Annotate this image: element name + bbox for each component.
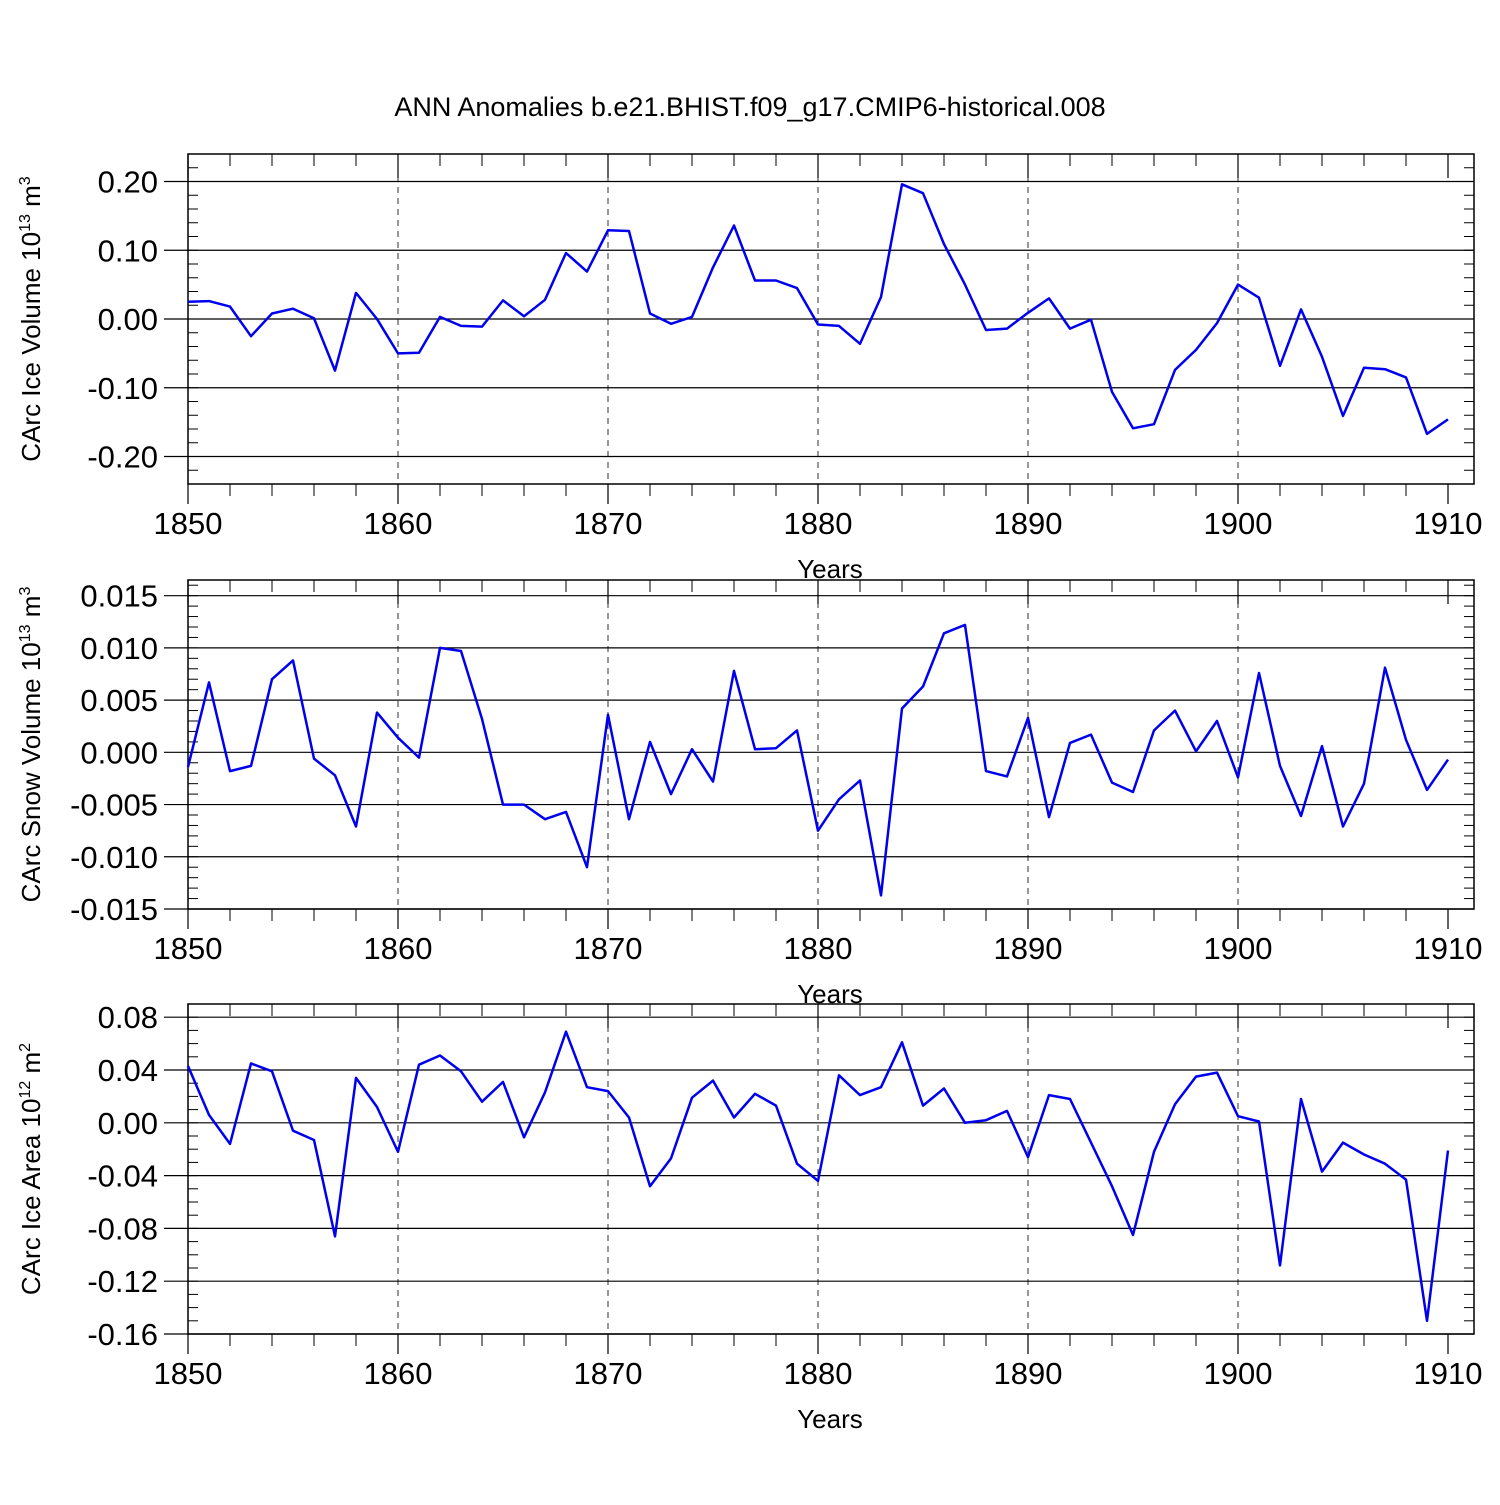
- y-tick-label: 0.010: [80, 631, 158, 666]
- y-tick-label: 0.00: [98, 302, 158, 337]
- series-line: [187, 183, 1449, 436]
- x-tick-label: 1870: [574, 506, 643, 541]
- x-tick-label: 1900: [1204, 931, 1273, 966]
- x-axis-label: Years: [797, 1404, 863, 1434]
- y-tick-label: 0.000: [80, 735, 158, 770]
- x-tick-label: 1880: [784, 506, 853, 541]
- series-line: [186, 1030, 1450, 1323]
- panels: -0.20 -0.10 0.00 0.10 0.20 1850 1860 1870 1880 18…: [16, 153, 1483, 1434]
- y-tick-label: 0.015: [80, 579, 158, 614]
- chart-title: ANN Anomalies b.e21.BHIST.f09_g17.CMIP6-…: [394, 92, 1105, 122]
- x-tick-label: 1860: [364, 1356, 433, 1391]
- y-axis-label: CArc Ice Volume 1013 m3: [16, 176, 46, 461]
- y-tick-label: -0.20: [87, 440, 158, 475]
- x-tick-label: 1890: [994, 931, 1063, 966]
- x-tick-label: 1890: [994, 1356, 1063, 1391]
- panel-2: -0.015 -0.010 -0.005 0.000 0.005 0.010 0.015 18…: [16, 579, 1482, 1009]
- x-tick-label: 1850: [154, 1356, 223, 1391]
- x-tick-label: 1910: [1414, 1356, 1483, 1391]
- x-tick-label: 1900: [1204, 1356, 1273, 1391]
- x-tick-label: 1870: [574, 1356, 643, 1391]
- y-tick-label: -0.10: [87, 371, 158, 406]
- y-axis-label: CArc Snow Volume 1013 m3: [16, 587, 46, 903]
- x-tick-label: 1850: [154, 506, 223, 541]
- x-tick-label: 1910: [1414, 506, 1483, 541]
- y-tick-label: 0.20: [98, 165, 158, 200]
- panel-1: -0.20 -0.10 0.00 0.10 0.20 1850 1860 1870 1880 18…: [16, 153, 1483, 584]
- y-tick-label: -0.005: [70, 788, 158, 823]
- y-tick-label: 0.04: [98, 1053, 158, 1088]
- y-tick-label: -0.04: [87, 1159, 158, 1194]
- y-tick-label: -0.12: [87, 1264, 158, 1299]
- x-tick-label: 1910: [1414, 931, 1483, 966]
- y-tick-label: 0.08: [98, 1000, 158, 1035]
- y-tick-label: -0.010: [70, 840, 158, 875]
- x-tick-label: 1890: [994, 506, 1063, 541]
- x-tick-label: 1860: [364, 506, 433, 541]
- x-axis-label: Years: [797, 554, 863, 584]
- plot-frame: [187, 1003, 1475, 1335]
- x-tick-label: 1860: [364, 931, 433, 966]
- y-tick-label: 0.00: [98, 1106, 158, 1141]
- y-tick-label: 0.005: [80, 683, 158, 718]
- panel-3: -0.16 -0.12 -0.08 -0.04 0.00 0.04 0.08 1850 1860…: [16, 1000, 1482, 1434]
- x-tick-label: 1880: [784, 931, 853, 966]
- plot-frame: [187, 579, 1475, 910]
- x-tick-label: 1850: [154, 931, 223, 966]
- y-axis-label: CArc Ice Area 1012 m2: [16, 1043, 46, 1295]
- x-tick-label: 1880: [784, 1356, 853, 1391]
- y-tick-label: -0.015: [70, 892, 158, 927]
- x-tick-label: 1900: [1204, 506, 1273, 541]
- series-line: [186, 623, 1450, 897]
- y-tick-label: 0.10: [98, 233, 158, 268]
- x-tick-label: 1870: [574, 931, 643, 966]
- y-tick-label: -0.08: [87, 1211, 158, 1246]
- y-tick-label: -0.16: [87, 1317, 158, 1352]
